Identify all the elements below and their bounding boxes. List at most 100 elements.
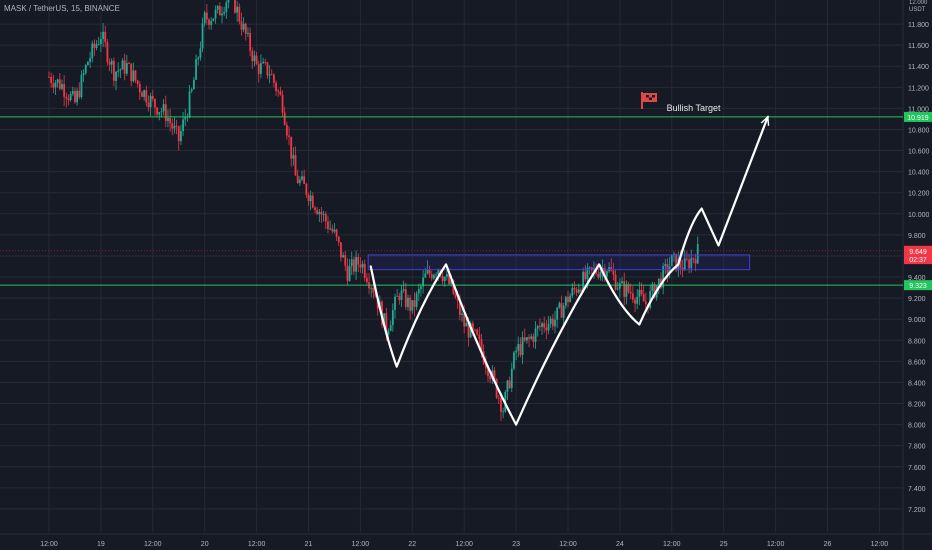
- candle-body: [474, 329, 476, 331]
- candle-body: [673, 253, 675, 255]
- x-tick-label: 12:00: [559, 541, 577, 548]
- candle-body: [435, 274, 437, 276]
- candle-body: [506, 380, 509, 393]
- candle-body: [558, 303, 561, 308]
- candle-body: [160, 111, 163, 113]
- candle-body: [104, 31, 107, 43]
- x-tick-label: 20: [201, 541, 209, 548]
- price-axis-badge: [904, 280, 932, 291]
- x-tick-label: 26: [824, 541, 832, 548]
- candle-body: [320, 211, 323, 215]
- price-axis-badge: [904, 245, 932, 256]
- projection-arrowhead: [760, 115, 770, 126]
- y-tick-label: 9.800: [908, 233, 926, 240]
- candle-body: [218, 5, 221, 16]
- candle-body: [151, 95, 154, 100]
- candle-body: [141, 92, 143, 97]
- candle-body: [530, 336, 533, 339]
- candle-body: [270, 74, 273, 76]
- candle-body: [76, 90, 79, 103]
- y-tick-label: 8.400: [908, 380, 926, 387]
- y-tick-label: 8.600: [908, 359, 926, 366]
- candle-body: [692, 258, 695, 260]
- candle-body: [606, 271, 608, 277]
- candle-body: [588, 267, 591, 269]
- candle-body: [257, 64, 260, 74]
- candle-body: [238, 6, 241, 22]
- candle-body: [305, 184, 308, 195]
- candle-body: [201, 23, 204, 49]
- candle-body: [283, 112, 286, 125]
- candle-body: [458, 300, 461, 315]
- candle-body: [666, 264, 669, 273]
- candle-body: [370, 287, 373, 289]
- candle-body: [551, 318, 554, 327]
- candle-body: [461, 313, 463, 315]
- candle-body: [612, 270, 615, 275]
- candle-body: [115, 71, 117, 81]
- candle-body: [322, 214, 325, 215]
- candle-body: [147, 102, 150, 108]
- candle-body: [67, 98, 70, 101]
- candle-body: [478, 334, 481, 340]
- candle-body: [134, 70, 137, 81]
- x-tick-label: 25: [720, 541, 728, 548]
- candle-body: [636, 296, 639, 304]
- candle-body: [199, 48, 202, 58]
- candle-body: [143, 90, 146, 97]
- candle-body: [420, 286, 422, 289]
- candle-body: [389, 325, 392, 331]
- candle-body: [290, 136, 293, 159]
- candle-body: [396, 295, 399, 297]
- candle-body: [653, 284, 656, 298]
- candle-body: [469, 323, 472, 338]
- candle-body: [307, 194, 310, 202]
- candle-body: [242, 23, 245, 30]
- candle-body: [348, 266, 351, 281]
- candle-body: [549, 318, 552, 324]
- candle-body: [644, 301, 647, 305]
- candle-body: [627, 284, 630, 292]
- candle-body: [383, 313, 386, 325]
- candle-body: [398, 295, 401, 300]
- candle-body: [311, 195, 314, 208]
- candle-body: [489, 376, 492, 380]
- candle-body: [273, 74, 275, 83]
- candle-body: [357, 257, 360, 265]
- candle-body: [586, 267, 589, 280]
- x-tick-label: 19: [97, 541, 105, 548]
- x-tick-label: 12:00: [871, 541, 889, 548]
- candle-body: [318, 211, 321, 215]
- candle-body: [515, 350, 517, 353]
- candle-body: [580, 289, 582, 292]
- candle-body: [333, 229, 336, 232]
- candle-body: [203, 12, 206, 24]
- candle-body: [450, 279, 453, 285]
- candle-body: [171, 123, 174, 129]
- y-tick-label: 11.400: [908, 64, 929, 71]
- candle-body: [407, 297, 409, 307]
- x-tick-label: 12:00: [352, 541, 370, 548]
- x-tick-label: 12:00: [455, 541, 473, 548]
- candle-body: [562, 305, 565, 318]
- candle-body: [541, 323, 543, 328]
- candle-body: [285, 124, 288, 136]
- candle-body: [545, 327, 548, 331]
- symbol-title: MASK / TetherUS, 15, BINANCE: [4, 4, 120, 13]
- candle-body: [214, 9, 217, 19]
- candle-body: [480, 339, 483, 352]
- candle-body: [169, 118, 171, 124]
- candle-body: [249, 32, 252, 51]
- candle-body: [253, 55, 256, 62]
- candle-body: [577, 289, 580, 293]
- candle-body: [260, 63, 262, 74]
- y-tick-label: 8.000: [908, 423, 926, 430]
- candle-body: [167, 118, 169, 121]
- candle-body: [342, 255, 344, 258]
- candle-body: [374, 292, 377, 297]
- candle-body: [264, 61, 267, 63]
- candle-body: [534, 328, 537, 342]
- y-tick-label: 11.200: [908, 85, 929, 92]
- candle-body: [91, 43, 94, 59]
